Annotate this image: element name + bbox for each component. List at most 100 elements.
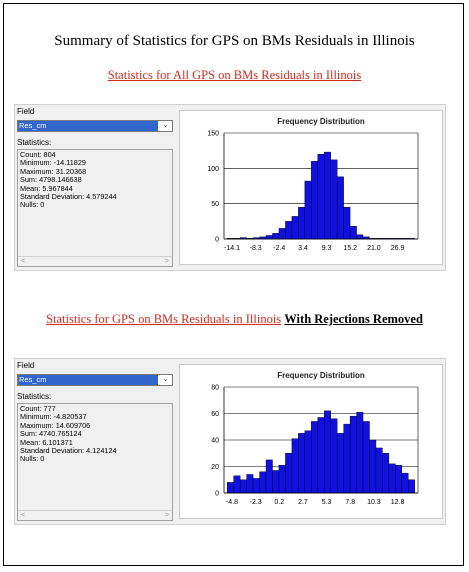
x-tick-label: 2.7 [298,499,308,506]
histogram-bar [375,447,383,494]
stat-value: -14.11829 [53,158,86,168]
scroll-left-icon[interactable]: < [21,512,26,519]
section-heading: Statistics for GPS on BMs Residuals in I… [0,312,469,327]
field-select-value: Res_cm [18,375,158,385]
y-tick-label: 100 [207,166,219,173]
stat-value: 804 [43,150,56,159]
y-tick-label: 0 [215,491,219,498]
section-heading-red: Statistics for All GPS on BMs Residuals … [107,68,362,82]
stat-row: Sum: 4740.765124 [20,430,172,438]
x-tick-label: -2.4 [273,245,285,252]
histogram-bar [239,479,247,494]
frequency-chart: Frequency Distribution 0 50 100 150 -14.1 -8.3… [179,110,443,265]
stat-row: Maximum: 31.20368 [20,166,172,176]
histogram-bar [362,421,370,494]
stat-label: Minimum: [20,412,54,422]
stat-row: Mean: 6.101371 [20,437,172,447]
stat-row: Nulls: 0 [20,455,172,463]
histogram-bar [278,228,286,240]
statistics-panel: Field Res_cm ⌄ Statistics: Count: 777 Min… [14,358,446,525]
histogram-bar [401,472,409,494]
histogram-bar [343,206,351,240]
stat-row: Standard Deviation: 4.579244 [20,192,172,202]
histogram-bar [285,453,293,494]
scroll-left-icon[interactable]: < [21,258,26,265]
stat-row: Nulls: 0 [20,201,172,209]
x-tick-label: 7.8 [345,499,355,506]
chevron-down-icon[interactable]: ⌄ [162,122,169,129]
y-tick-label: 80 [211,385,219,392]
x-tick-label: 12.8 [391,499,405,506]
x-tick-label: -14.1 [224,245,240,252]
histogram-bar [388,463,396,494]
x-tick-label: -2.3 [250,499,262,506]
chart-title: Frequency Distribution [277,371,365,380]
field-label: Field [17,361,35,370]
x-tick-label: 0.2 [274,499,284,506]
histogram-bar [382,453,390,494]
stat-value: 6.101371 [42,437,73,447]
stat-value: 4798.146638 [39,175,82,185]
histogram-bar [291,438,299,494]
stat-value: 0 [40,200,45,210]
stat-row: Sum: 4798.146638 [20,176,172,184]
x-tick-label: -8.3 [250,245,262,252]
histogram-bar [291,216,299,240]
histogram-bar [259,471,267,494]
field-select[interactable]: Res_cm ⌄ [17,374,173,386]
horizontal-scrollbar[interactable]: < > [18,510,172,520]
histogram-bar [330,418,338,494]
histogram-bar [395,464,403,494]
histogram-bar [311,161,318,240]
statistics-box[interactable]: Count: 777 Minimum: -4.820537 Maximum: 14.… [17,403,173,521]
histogram-bar [311,421,318,494]
histogram-bar [336,433,344,494]
frequency-chart-svg: Frequency Distribution 0 20 40 60 80 -4.8 -2.3 0… [211,371,419,506]
statistics-label: Statistics: [17,138,52,147]
stat-value: 14.609706 [55,420,91,430]
histogram-bar [356,411,364,494]
statistics-box[interactable]: Count: 804 Minimum: -14.11829 Maximum: 31.… [17,149,173,267]
histogram-bar [227,482,234,494]
stat-label: Count: [20,404,44,413]
stat-label: Sum: [20,429,40,439]
histogram-bar [343,423,351,494]
field-label: Field [17,107,35,116]
stat-label: Mean: [20,437,43,447]
chevron-down-icon[interactable]: ⌄ [162,376,169,383]
stat-row: Mean: 5.967844 [20,183,172,193]
histogram-bar [285,221,293,240]
field-select-value: Res_cm [18,121,158,131]
y-tick-label: 0 [215,237,219,244]
stat-value: 31.20368 [55,166,87,176]
histogram-bar [278,464,286,494]
scroll-right-icon[interactable]: > [164,512,169,519]
histogram-bar [330,159,338,240]
frequency-chart: Frequency Distribution 0 20 40 60 80 -4.8 -2.3 0… [179,364,443,519]
histogram-bar [272,470,280,494]
stat-row: Minimum: -4.820537 [20,413,172,421]
horizontal-scrollbar[interactable]: < > [18,256,172,266]
histogram-bar [324,151,331,240]
stat-row: Standard Deviation: 4.124124 [20,446,172,455]
stat-label: Nulls: [20,200,41,210]
x-tick-label: 9.3 [322,245,332,252]
histogram-bar [408,479,415,494]
stat-label: Sum: [20,175,40,185]
page-title: Summary of Statistics for GPS on BMs Res… [54,33,415,49]
histogram-bar [298,206,306,240]
histogram-bar [252,478,260,494]
stat-label: Standard Deviation: [20,192,87,202]
x-tick-label: 10.3 [367,499,381,506]
x-tick-label: 15.2 [343,245,357,252]
histogram-bar [356,234,364,240]
scroll-right-icon[interactable]: > [164,258,169,265]
stat-value: 5.967844 [42,183,73,193]
histogram-bar [265,459,273,494]
y-tick-label: 60 [211,411,219,418]
stat-row: Count: 777 [20,404,172,413]
stat-label: Maximum: [20,166,56,176]
histogram-bar [304,180,312,240]
y-tick-label: 150 [207,131,219,138]
field-select[interactable]: Res_cm ⌄ [17,120,173,132]
